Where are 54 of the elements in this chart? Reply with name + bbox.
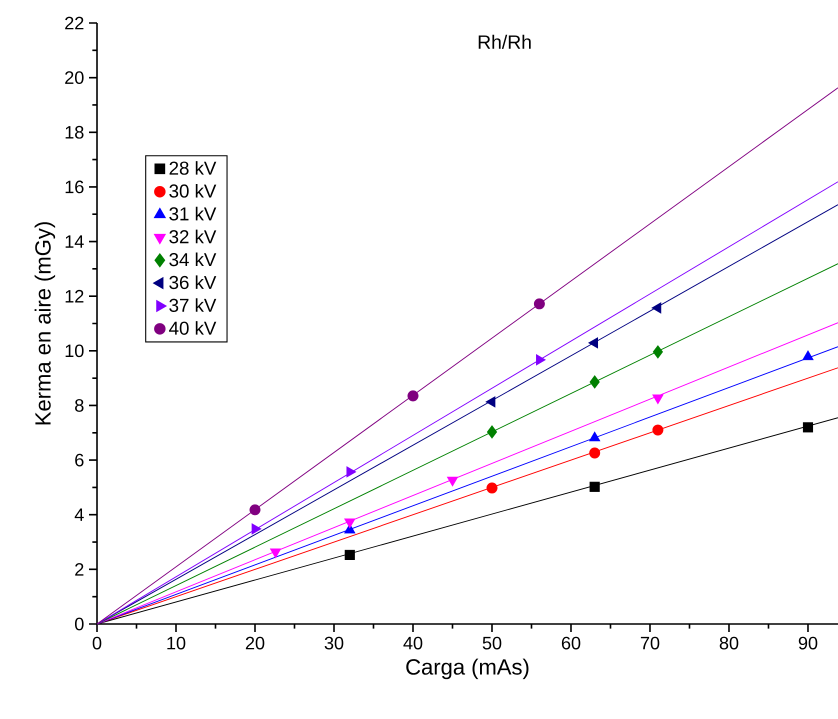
legend-label: 36 kV xyxy=(169,275,216,290)
point xyxy=(408,390,418,402)
point xyxy=(486,482,498,494)
point xyxy=(344,550,355,560)
point xyxy=(588,337,598,348)
point xyxy=(250,504,260,516)
point xyxy=(652,424,664,436)
y-tick-label: 8 xyxy=(75,399,84,412)
y-axis-title: Kerma en aire (mGy) xyxy=(34,222,56,424)
point xyxy=(446,476,458,486)
point xyxy=(346,466,356,478)
x-axis-title: Carga (mAs) xyxy=(406,658,528,680)
y-tick-label: 12 xyxy=(66,290,84,302)
x-tick-label: 70 xyxy=(640,636,660,650)
x-tick-label: 50 xyxy=(482,636,502,650)
legend-label: 32 kV xyxy=(169,230,216,244)
chart-title: Rh/Rh xyxy=(478,34,531,49)
y-tick-label: 10 xyxy=(66,344,84,358)
point xyxy=(486,425,498,439)
legend-label: 28 kV xyxy=(170,161,216,175)
legend-label: 40 kV xyxy=(169,321,216,335)
x-tick-label: 80 xyxy=(720,636,738,650)
point xyxy=(589,448,600,458)
x-tick-label: 10 xyxy=(167,636,186,650)
y-tick-label: 6 xyxy=(75,454,84,466)
point xyxy=(270,548,282,558)
legend-label: 31 kV xyxy=(169,206,216,221)
point xyxy=(651,302,662,314)
x-tick-label: 0 xyxy=(92,636,102,650)
x-tick-label: 30 xyxy=(324,636,344,650)
y-tick-label: 0 xyxy=(74,618,84,630)
y-tick-label: 4 xyxy=(74,508,84,521)
point xyxy=(652,345,663,359)
y-tick-label: 14 xyxy=(66,235,84,248)
y-tick-label: 22 xyxy=(65,16,84,30)
x-tick-label: 40 xyxy=(403,636,422,650)
point xyxy=(652,394,664,404)
legend-label: 37 kV xyxy=(169,298,216,312)
point xyxy=(802,422,814,432)
y-tick-label: 20 xyxy=(65,71,84,84)
point xyxy=(344,518,356,528)
point xyxy=(590,375,600,389)
y-tick-label: 2 xyxy=(75,563,84,576)
point xyxy=(590,482,600,492)
point xyxy=(534,298,545,310)
legend-label: 34 kV xyxy=(169,252,216,266)
x-tick-label: 90 xyxy=(798,636,818,650)
point xyxy=(252,523,262,535)
legend-label: 30 kV xyxy=(169,184,216,198)
y-tick-label: 18 xyxy=(66,126,84,139)
x-tick-label: 60 xyxy=(562,636,580,650)
x-tick-label: 20 xyxy=(246,636,264,650)
point xyxy=(486,396,496,408)
y-tick-label: 16 xyxy=(66,180,84,194)
